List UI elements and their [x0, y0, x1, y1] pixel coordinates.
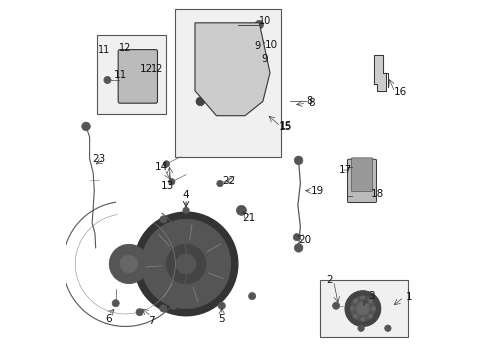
Text: 18: 18	[371, 189, 385, 199]
Circle shape	[167, 233, 175, 242]
Bar	[175, 9, 281, 157]
Text: 6: 6	[105, 314, 112, 324]
Text: 12: 12	[140, 64, 153, 73]
Text: 12: 12	[151, 64, 164, 74]
Circle shape	[134, 212, 238, 316]
Circle shape	[109, 244, 148, 284]
Circle shape	[196, 38, 205, 47]
Circle shape	[225, 75, 250, 100]
Polygon shape	[373, 55, 386, 91]
Circle shape	[350, 306, 354, 311]
Circle shape	[333, 302, 340, 309]
Circle shape	[169, 179, 175, 185]
Circle shape	[163, 161, 170, 167]
Circle shape	[216, 49, 224, 58]
Circle shape	[385, 325, 391, 332]
Circle shape	[368, 314, 372, 318]
Circle shape	[167, 244, 206, 284]
Text: 19: 19	[311, 186, 324, 196]
Circle shape	[160, 305, 167, 312]
Bar	[320, 280, 408, 337]
Circle shape	[212, 260, 220, 268]
FancyBboxPatch shape	[351, 158, 372, 192]
Text: 1: 1	[406, 292, 413, 302]
Text: 8: 8	[308, 98, 315, 108]
Text: 3: 3	[368, 291, 375, 301]
Text: 12: 12	[119, 43, 131, 53]
Text: 7: 7	[148, 316, 155, 326]
Circle shape	[176, 254, 196, 274]
Text: 10: 10	[265, 40, 278, 50]
Circle shape	[170, 302, 177, 309]
Text: 21: 21	[242, 212, 255, 222]
Circle shape	[123, 62, 152, 91]
Text: 5: 5	[219, 314, 225, 324]
Circle shape	[345, 291, 381, 327]
Circle shape	[183, 207, 189, 213]
Circle shape	[255, 20, 264, 29]
Text: 4: 4	[183, 190, 189, 200]
Circle shape	[120, 255, 138, 273]
Circle shape	[82, 122, 90, 131]
Text: 22: 22	[222, 176, 236, 186]
Text: 9: 9	[254, 41, 261, 51]
Text: 9: 9	[262, 54, 269, 64]
Text: 17: 17	[339, 165, 352, 175]
Circle shape	[361, 317, 365, 321]
Text: 15: 15	[280, 121, 292, 131]
Circle shape	[197, 286, 205, 294]
Text: 13: 13	[161, 181, 174, 192]
Text: 20: 20	[298, 235, 312, 245]
Circle shape	[142, 219, 231, 309]
Circle shape	[112, 300, 119, 307]
Circle shape	[371, 306, 376, 311]
Circle shape	[237, 205, 246, 215]
FancyBboxPatch shape	[118, 50, 157, 103]
Bar	[97, 35, 167, 114]
Circle shape	[151, 260, 160, 268]
Circle shape	[248, 293, 256, 300]
Circle shape	[160, 216, 167, 223]
Text: 14: 14	[155, 162, 168, 172]
Circle shape	[361, 296, 365, 300]
Text: 16: 16	[394, 87, 407, 98]
Text: 23: 23	[93, 154, 106, 164]
Circle shape	[368, 299, 372, 303]
Text: 15: 15	[279, 122, 293, 132]
Circle shape	[293, 234, 300, 241]
Text: 11: 11	[114, 69, 127, 80]
Text: 2: 2	[327, 275, 333, 285]
Circle shape	[197, 233, 205, 242]
Circle shape	[196, 97, 205, 106]
Circle shape	[353, 314, 357, 318]
Text: 11: 11	[98, 45, 110, 55]
Circle shape	[350, 296, 375, 321]
Circle shape	[136, 309, 143, 316]
Circle shape	[358, 325, 364, 332]
Circle shape	[294, 156, 303, 165]
Text: 10: 10	[259, 16, 271, 26]
Circle shape	[356, 302, 369, 315]
Circle shape	[104, 76, 111, 84]
Circle shape	[217, 180, 223, 187]
Circle shape	[218, 67, 258, 107]
Polygon shape	[195, 23, 270, 116]
Circle shape	[129, 67, 147, 85]
Circle shape	[294, 244, 303, 252]
Text: 8: 8	[306, 96, 312, 107]
FancyBboxPatch shape	[347, 159, 376, 203]
Circle shape	[167, 286, 175, 294]
Circle shape	[353, 299, 357, 303]
Circle shape	[218, 302, 225, 309]
